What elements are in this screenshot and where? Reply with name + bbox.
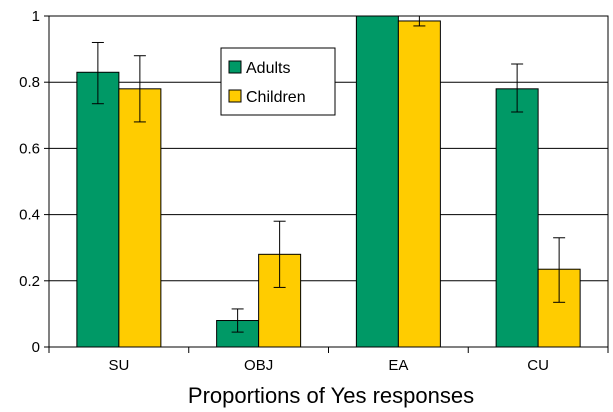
x-tick-label: EA [388,357,408,374]
y-tick-label: 0 [32,339,40,356]
legend-swatch-children [228,89,242,103]
bar-adults-cu [495,88,539,348]
x-tick-labels: SU OBJ EA CU [108,357,549,374]
bar-adults-ea [355,15,399,348]
x-tick-label: SU [108,357,129,374]
bars [76,15,581,348]
legend-label-adults: Adults [246,60,290,77]
bar-children-ea [397,20,441,348]
bar-children-su [118,88,162,348]
y-tick-label: 0.4 [19,207,40,224]
y-tick-label: 0.2 [19,273,40,290]
y-tick-label: 0.8 [19,74,40,91]
legend: Adults Children [220,47,336,116]
legend-swatch-adults [228,60,242,74]
y-tick-label: 0.6 [19,140,40,157]
y-tick-label: 1 [32,8,40,25]
x-tick-label: OBJ [244,357,273,374]
bar-adults-su [76,71,120,348]
x-axis-title: Proportions of Yes responses [188,383,474,408]
axes [48,15,609,353]
x-tick-label: CU [527,357,549,374]
legend-label-children: Children [246,89,306,106]
error-bars [91,15,566,333]
legend-box [220,47,336,116]
y-tick-labels: 0 0.2 0.4 0.6 0.8 1 [19,8,40,356]
